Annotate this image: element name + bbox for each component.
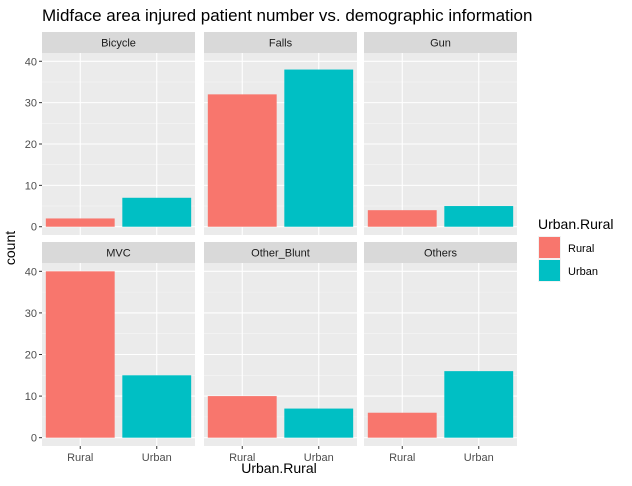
legend-key-rural	[539, 237, 560, 258]
facet-strip-label: Falls	[269, 38, 293, 50]
legend-label: Rural	[568, 243, 594, 255]
bar-urban	[444, 206, 514, 227]
y-tick-label: 10	[25, 391, 37, 403]
x-tick-label: Urban	[464, 452, 494, 464]
legend-key-urban	[539, 260, 560, 281]
bar-urban	[122, 197, 192, 227]
facet-strip-label: Bicycle	[101, 38, 136, 50]
x-axes: Rural Urban Rural Urban Rural Urban	[67, 446, 494, 464]
x-tick-label: Rural	[389, 452, 415, 464]
facet-strip	[364, 32, 517, 53]
facet-strip	[42, 242, 195, 263]
facet-panel: Others	[364, 242, 517, 446]
bar-urban	[122, 375, 192, 438]
x-tick-label: Urban	[304, 452, 334, 464]
y-tick-label: 40	[25, 56, 37, 68]
bar-rural	[367, 210, 437, 227]
facet-strip-label: Other_Blunt	[251, 248, 310, 260]
bar-rural	[207, 94, 277, 227]
legend-label: Urban	[568, 266, 598, 278]
facet-panel: MVC	[42, 242, 195, 446]
facet-panel: Falls	[204, 32, 357, 235]
bar-urban	[284, 69, 354, 227]
y-tick-label: 0	[31, 433, 37, 445]
facet-strip-label: Gun	[430, 38, 451, 50]
chart-title: Midface area injured patient number vs. …	[42, 6, 532, 25]
bar-urban	[284, 408, 354, 438]
y-axis-title: count	[2, 231, 18, 265]
bar-rural	[367, 412, 437, 438]
y-tick-label: 10	[25, 180, 37, 192]
y-tick-label: 30	[25, 308, 37, 320]
facet-strip	[204, 32, 357, 53]
bar-rural	[207, 396, 277, 438]
y-axes: 0 10 20 30 40 0 10 20 30 40	[25, 56, 42, 445]
bar-rural	[45, 218, 115, 227]
facet-strip-label: Others	[424, 248, 458, 260]
facet-panels: Bicycle Falls Gun MVC Other_Blunt Others	[42, 32, 517, 446]
x-tick-label: Rural	[229, 452, 255, 464]
x-tick-label: Rural	[67, 452, 93, 464]
legend-title: Urban.Rural	[538, 216, 613, 232]
y-tick-label: 40	[25, 266, 37, 278]
y-tick-label: 0	[31, 222, 37, 234]
facet-panel: Bicycle	[42, 32, 195, 235]
y-tick-label: 20	[25, 139, 37, 151]
y-tick-label: 20	[25, 350, 37, 362]
x-tick-label: Urban	[142, 452, 172, 464]
bar-rural	[45, 271, 115, 438]
legend: Urban.Rural Rural Urban	[538, 216, 613, 282]
facet-panel: Other_Blunt	[204, 242, 357, 446]
facet-strip	[364, 242, 517, 263]
bar-urban	[444, 371, 514, 438]
facet-panel: Gun	[364, 32, 517, 235]
facet-strip	[42, 32, 195, 53]
y-tick-label: 30	[25, 98, 37, 110]
facet-strip-label: MVC	[106, 248, 131, 260]
x-axis-title: Urban.Rural	[241, 460, 316, 476]
facet-strip	[204, 242, 357, 263]
